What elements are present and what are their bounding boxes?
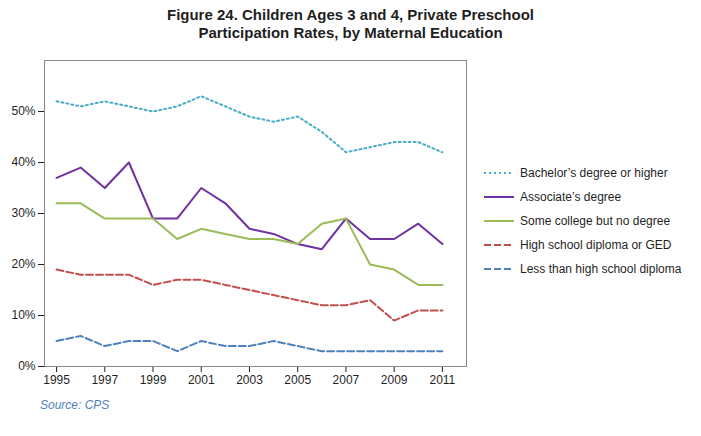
svg-text:0%: 0% (18, 359, 36, 373)
html-text:Associate’s degree: Associate’s degree (520, 190, 622, 204)
svg-text:1999: 1999 (140, 373, 167, 387)
svg-text:2009: 2009 (381, 373, 408, 387)
svg-text:2001: 2001 (188, 373, 215, 387)
svg-text:1995: 1995 (43, 373, 70, 387)
html-text:Some college but no degree: Some college but no degree (520, 214, 671, 228)
svg-text:50%: 50% (11, 104, 35, 118)
svg-text:2007: 2007 (333, 373, 360, 387)
html-text:Source: CPS: Source: CPS (40, 398, 110, 412)
html-text:High school diploma or GED: High school diploma or GED (520, 238, 672, 252)
svg-text:20%: 20% (11, 257, 35, 271)
svg-text:1997: 1997 (91, 373, 118, 387)
html-text:Less than high school diploma: Less than high school diploma (520, 262, 682, 276)
svg-text:2011: 2011 (429, 373, 455, 387)
svg-text:40%: 40% (11, 155, 35, 169)
svg-text:2003: 2003 (236, 373, 263, 387)
svg-text:30%: 30% (11, 206, 35, 220)
html-text:Figure 24. Children Ages 3 and: Figure 24. Children Ages 3 and 4, Privat… (167, 6, 534, 41)
html-text:Bachelor’s degree or higher: Bachelor’s degree or higher (520, 166, 668, 180)
svg-text:10%: 10% (11, 308, 35, 322)
svg-text:2005: 2005 (284, 373, 311, 387)
